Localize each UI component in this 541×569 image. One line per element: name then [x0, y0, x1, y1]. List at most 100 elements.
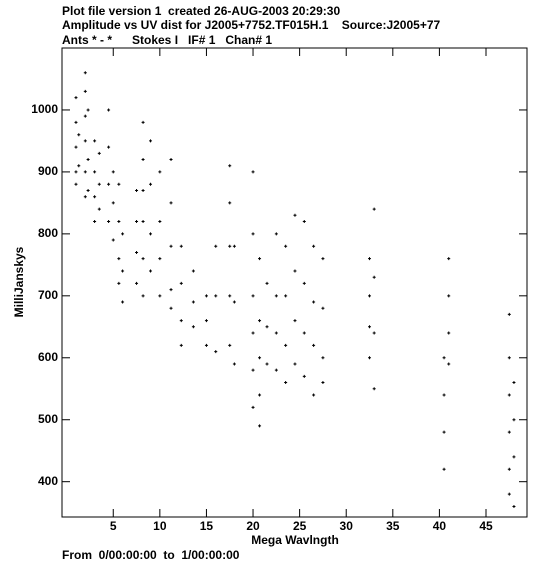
data-point — [111, 170, 115, 174]
data-point — [507, 492, 511, 496]
plot-frame — [61, 47, 528, 518]
y-tick-label: 400 — [38, 474, 58, 488]
data-point — [372, 387, 376, 391]
data-point — [179, 281, 183, 285]
data-point — [251, 294, 255, 298]
data-point — [293, 213, 297, 217]
data-point — [191, 269, 195, 273]
data-point — [251, 405, 255, 409]
data-point — [228, 343, 232, 347]
data-point — [372, 331, 376, 335]
data-point — [83, 89, 87, 93]
y-tick-label: 800 — [38, 226, 58, 240]
data-point — [74, 182, 78, 186]
data-point — [293, 319, 297, 323]
data-point — [141, 219, 145, 223]
data-point — [274, 294, 278, 298]
data-point — [141, 257, 145, 261]
data-point — [442, 393, 446, 397]
x-tick-label: 40 — [433, 519, 447, 533]
data-point — [512, 418, 516, 422]
title-line: Amplitude vs UV dist for J2005+7752.TF01… — [62, 18, 441, 32]
data-point — [442, 467, 446, 471]
data-point — [74, 96, 78, 100]
data-point — [251, 368, 255, 372]
data-point — [228, 164, 232, 168]
data-point — [107, 108, 111, 112]
data-point — [258, 356, 262, 360]
data-point — [107, 182, 111, 186]
data-point — [83, 139, 87, 143]
data-point — [158, 294, 162, 298]
data-point — [214, 294, 218, 298]
data-point — [228, 244, 232, 248]
data-point — [83, 114, 87, 118]
data-point — [74, 145, 78, 149]
data-point — [93, 170, 97, 174]
data-point — [149, 269, 153, 273]
data-point — [141, 120, 145, 124]
y-tick-label: 900 — [38, 164, 58, 178]
data-point — [179, 319, 183, 323]
data-point — [204, 294, 208, 298]
data-point — [368, 325, 372, 329]
data-point — [149, 182, 153, 186]
data-point — [117, 219, 121, 223]
data-point — [372, 207, 376, 211]
x-tick-label: 20 — [246, 519, 260, 533]
data-point — [77, 164, 81, 168]
data-point — [83, 71, 87, 75]
data-point — [284, 381, 288, 385]
data-point — [274, 368, 278, 372]
data-point — [158, 170, 162, 174]
data-point — [169, 306, 173, 310]
data-point — [107, 219, 111, 223]
data-point — [321, 356, 325, 360]
data-point — [512, 504, 516, 508]
data-point — [321, 306, 325, 310]
data-point — [93, 219, 97, 223]
y-tick-label: 600 — [38, 350, 58, 364]
x-tick-label: 5 — [110, 519, 117, 533]
data-point — [169, 244, 173, 248]
data-point — [512, 455, 516, 459]
data-point — [284, 294, 288, 298]
data-point — [507, 312, 511, 316]
data-point — [284, 343, 288, 347]
data-point — [251, 232, 255, 236]
data-point — [121, 232, 125, 236]
data-point — [169, 158, 173, 162]
data-point — [74, 170, 78, 174]
data-point — [274, 331, 278, 335]
data-point — [77, 133, 81, 137]
data-point — [293, 269, 297, 273]
data-point — [293, 362, 297, 366]
data-point — [447, 294, 451, 298]
x-tick-label: 45 — [479, 519, 493, 533]
data-point — [312, 393, 316, 397]
data-point — [507, 430, 511, 434]
data-point — [191, 300, 195, 304]
title-line: Plot file version 1 created 26-AUG-2003 … — [62, 4, 340, 18]
data-point — [97, 182, 101, 186]
data-point — [97, 207, 101, 211]
data-point — [232, 362, 236, 366]
data-point — [507, 467, 511, 471]
data-point — [169, 201, 173, 205]
data-point — [265, 362, 269, 366]
x-tick-label: 30 — [340, 519, 354, 533]
data-point — [312, 343, 316, 347]
data-point — [121, 300, 125, 304]
data-point — [258, 257, 262, 261]
data-point — [507, 393, 511, 397]
data-point — [158, 219, 162, 223]
data-point — [265, 281, 269, 285]
data-point — [83, 170, 87, 174]
data-point — [117, 257, 121, 261]
data-point — [135, 281, 139, 285]
data-point — [117, 182, 121, 186]
data-point — [251, 170, 255, 174]
data-point — [111, 238, 115, 242]
data-point — [97, 151, 101, 155]
